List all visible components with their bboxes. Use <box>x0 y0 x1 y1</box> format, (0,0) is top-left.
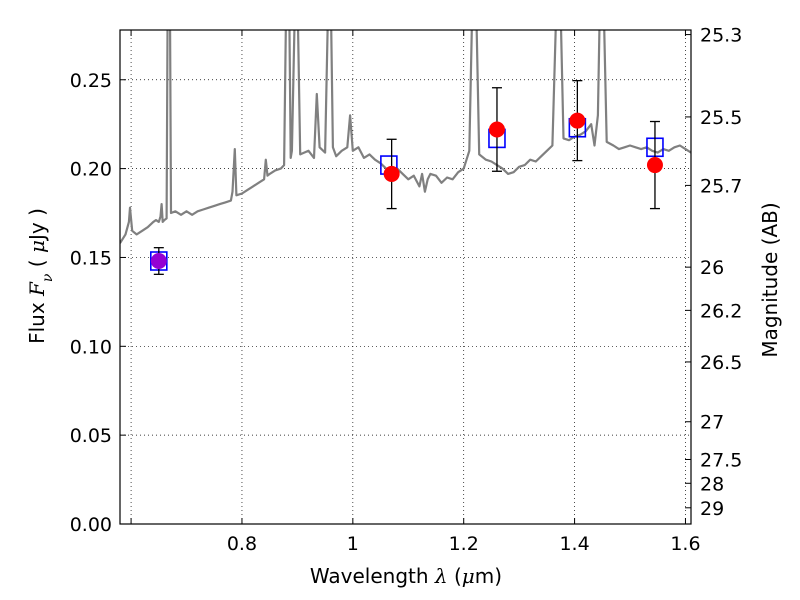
y2-tick-label: 29 <box>700 498 724 520</box>
y2-tick-label: 26.2 <box>700 300 742 322</box>
y2-tick-label: 25.7 <box>700 175 742 197</box>
model-spectrum-line <box>120 30 691 244</box>
x-tick-label: 1 <box>347 533 359 555</box>
y2-tick-label: 25.3 <box>700 25 742 47</box>
observed-point <box>488 121 505 138</box>
y2-tick-label: 26 <box>700 257 724 279</box>
x-tick-label: 1.2 <box>449 533 479 555</box>
x-tick-label: 1.6 <box>670 533 700 555</box>
observed-point <box>383 165 400 182</box>
y2-tick-label: 27 <box>700 412 724 434</box>
y2-tick-label: 27.5 <box>700 449 742 471</box>
y-tick-label: 0.10 <box>70 336 112 358</box>
x-tick-label: 0.8 <box>227 533 257 555</box>
y-tick-label: 0.20 <box>70 159 112 181</box>
observed-point <box>150 253 167 270</box>
y2-axis-label: Magnitude (AB) <box>758 202 782 357</box>
y-tick-label: 0.15 <box>70 247 112 269</box>
y2-tick-label: 26.5 <box>700 352 742 374</box>
plot-frame <box>119 29 692 525</box>
x-tick-label: 1.4 <box>559 533 589 555</box>
observed-point <box>646 157 663 174</box>
axis-ticks: 0.8 1 1.2 1.4 1.6 0.00 0.05 0.10 0.15 0.20 0.25 25.… <box>70 25 743 555</box>
y2-tick-label: 28 <box>700 473 724 495</box>
y-tick-label: 0.25 <box>70 70 112 92</box>
y-tick-label: 0.00 <box>70 514 112 536</box>
y-tick-label: 0.05 <box>70 425 112 447</box>
y-axis-label: Flux Fν ( μJy ) <box>25 208 56 344</box>
observed-point <box>569 112 586 129</box>
y2-tick-label: 25.5 <box>700 107 742 129</box>
x-axis-label: Wavelength λ (μm) <box>310 564 502 588</box>
data-points-layer <box>150 79 664 275</box>
model-spectrum-layer <box>120 30 691 244</box>
